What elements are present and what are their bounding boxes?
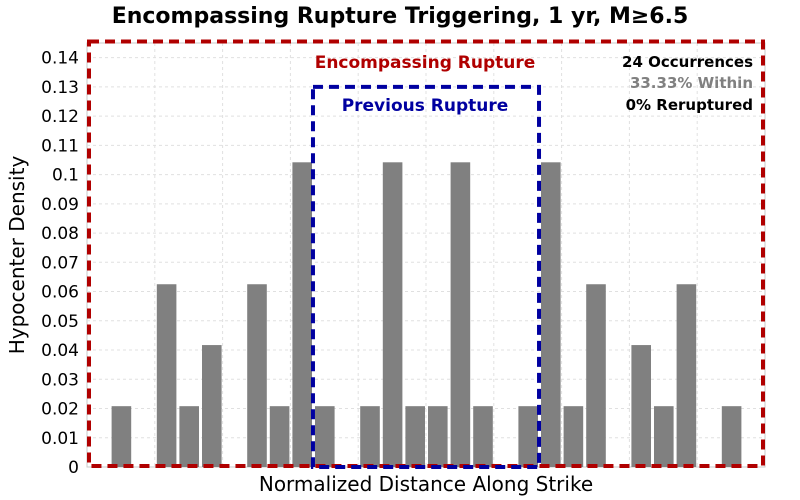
y-tick-label: 0.14	[41, 49, 79, 69]
histogram-bars	[111, 162, 742, 468]
histogram-bar	[202, 345, 222, 467]
histogram-bar	[721, 406, 742, 467]
x-axis-label: Normalized Distance Along Strike	[259, 472, 593, 496]
y-tick-label: 0.08	[41, 224, 79, 244]
histogram-bar	[360, 406, 380, 467]
histogram-bar	[269, 406, 290, 467]
encompassing-rupture-outline	[87, 39, 765, 468]
y-tick-label: 0.11	[41, 136, 79, 156]
histogram-bar	[382, 162, 403, 468]
y-tick-label: 0.13	[41, 78, 79, 98]
histogram-bar	[563, 406, 584, 467]
y-tick-label: 0.02	[41, 400, 79, 420]
histogram-bar	[586, 284, 606, 467]
y-tick-label: 0.05	[41, 312, 79, 332]
stat-within: 33.33% Within	[630, 74, 753, 92]
previous-rupture-outline	[310, 84, 542, 470]
y-tick-label: 0.01	[41, 429, 79, 449]
y-tick-label: 0.03	[41, 370, 79, 390]
y-tick-label: 0	[68, 458, 79, 478]
y-tick-label: 0.1	[52, 166, 79, 186]
histogram-bar	[541, 162, 561, 468]
chart-title: Encompassing Rupture Triggering, 1 yr, M…	[112, 4, 689, 29]
rupture-regions	[87, 39, 765, 470]
histogram-bar	[292, 162, 312, 468]
histogram-bar	[405, 406, 425, 467]
y-tick-label: 0.12	[41, 107, 79, 127]
histogram-bar	[315, 406, 335, 467]
histogram-bar	[450, 162, 471, 468]
stat-reruptured: 0% Reruptured	[626, 96, 753, 114]
histogram-bar	[473, 406, 493, 467]
previous-rupture-label: Previous Rupture	[342, 96, 509, 116]
y-axis-ticks: 0 0.01 0.02 0.03 0.04 0.05 0.06 0.07 0.08 0.09 0.1…	[41, 49, 79, 478]
histogram-bar	[156, 284, 177, 467]
histogram-bar	[631, 345, 651, 467]
y-tick-label: 0.04	[41, 341, 79, 361]
histogram-bar	[676, 284, 697, 467]
histogram-bar	[518, 406, 538, 467]
histogram-bar	[111, 406, 132, 467]
histogram-bar	[247, 284, 267, 467]
stat-occurrences: 24 Occurrences	[622, 53, 753, 71]
y-tick-label: 0.07	[41, 253, 79, 273]
y-axis-label: Hypocenter Density	[5, 156, 29, 355]
histogram-bar	[179, 406, 199, 467]
y-tick-label: 0.09	[41, 195, 79, 215]
encompassing-rupture-label: Encompassing Rupture	[315, 53, 536, 73]
y-tick-label: 0.06	[41, 283, 79, 303]
histogram-bar	[428, 406, 448, 467]
histogram-bar	[654, 406, 674, 467]
